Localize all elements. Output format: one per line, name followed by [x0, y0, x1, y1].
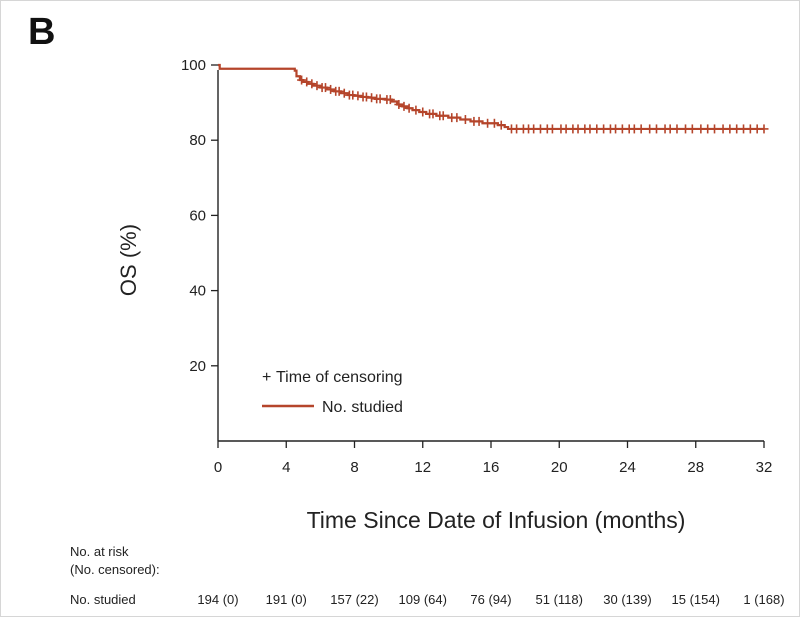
censor-mark — [411, 105, 421, 115]
y-tick-label: 20 — [189, 358, 206, 375]
censor-mark — [394, 99, 404, 109]
censor-mark — [438, 111, 448, 121]
risk-row-label: No. studied — [70, 592, 136, 607]
censor-mark — [353, 91, 363, 101]
y-tick-label: 60 — [189, 207, 206, 224]
x-tick-label: 8 — [350, 459, 358, 476]
legend-series-label: No. studied — [322, 399, 403, 416]
censor-mark — [385, 95, 395, 105]
censor-mark — [652, 124, 662, 134]
series-layer — [218, 63, 769, 134]
risk-table: No. at risk (No. censored): No. studied … — [70, 544, 785, 607]
censor-mark — [404, 103, 414, 113]
censor-mark — [687, 124, 697, 134]
risk-value: 191 (0) — [266, 592, 307, 607]
risk-header-line2: (No. censored): — [70, 562, 160, 577]
censor-mark — [334, 86, 344, 96]
x-tick-label: 20 — [551, 459, 568, 476]
x-tick-label: 4 — [282, 459, 290, 476]
risk-value: 76 (94) — [470, 592, 511, 607]
legend: + Time of censoring No. studied — [262, 369, 403, 416]
censor-mark — [307, 79, 317, 89]
y-tick-label: 40 — [189, 283, 206, 300]
risk-values: 194 (0) 191 (0) 157 (22) 109 (64) 76 (94) 51 … — [197, 592, 784, 607]
censor-mark — [320, 83, 330, 93]
y-axis-title: OS (%) — [116, 224, 141, 296]
legend-censor-label: Time of censoring — [276, 369, 403, 386]
panel-label: B — [28, 11, 55, 53]
x-ticks: 0 4 8 12 16 20 24 28 32 — [214, 441, 773, 476]
censor-mark — [672, 124, 682, 134]
censor-mark — [489, 118, 499, 128]
risk-value: 109 (64) — [399, 592, 447, 607]
x-tick-label: 24 — [619, 459, 636, 476]
y-tick-label: 80 — [189, 132, 206, 149]
censor-mark — [302, 77, 312, 87]
risk-value: 15 (154) — [672, 592, 720, 607]
x-axis-title: Time Since Date of Infusion (months) — [307, 507, 686, 533]
risk-header-line1: No. at risk — [70, 544, 129, 559]
legend-censor-marker: + — [262, 369, 271, 386]
censor-mark — [474, 116, 484, 126]
risk-value: 51 (118) — [536, 592, 583, 607]
censor-mark — [297, 75, 307, 85]
risk-value: 1 (168) — [743, 592, 784, 607]
x-tick-label: 12 — [414, 459, 431, 476]
censor-mark — [418, 107, 428, 117]
y-ticks: 20 40 60 80 100 — [181, 57, 218, 375]
censor-mark — [460, 115, 470, 125]
x-tick-label: 0 — [214, 459, 222, 476]
censor-mark — [367, 93, 377, 103]
censor-mark — [759, 124, 769, 134]
x-tick-label: 32 — [756, 459, 773, 476]
censor-mark — [452, 113, 462, 123]
risk-value: 30 (139) — [603, 592, 651, 607]
censor-mark — [428, 109, 438, 119]
censor-mark — [636, 124, 646, 134]
censor-mark — [496, 120, 506, 130]
censor-mark — [312, 81, 322, 91]
x-tick-label: 28 — [687, 459, 704, 476]
survival-curve — [218, 63, 764, 131]
risk-value: 157 (22) — [330, 592, 378, 607]
risk-value: 194 (0) — [197, 592, 238, 607]
censor-mark — [710, 124, 720, 134]
censor-mark — [547, 124, 557, 134]
censor-mark — [326, 84, 336, 94]
x-tick-label: 16 — [483, 459, 500, 476]
censor-mark — [399, 101, 409, 111]
y-tick-label: 100 — [181, 57, 206, 74]
censor-mark — [339, 88, 349, 98]
